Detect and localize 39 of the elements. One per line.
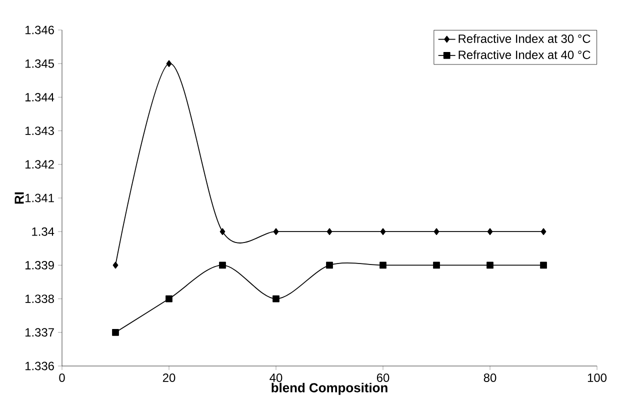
point <box>487 228 493 236</box>
point <box>273 228 279 236</box>
y-tick-label: 1.337 <box>25 328 54 337</box>
point <box>540 262 547 269</box>
y-axis-title: RI <box>14 192 24 204</box>
point <box>326 262 333 269</box>
point <box>433 262 440 269</box>
point <box>166 60 172 68</box>
x-tick-label: 60 <box>376 374 390 382</box>
x-tick-label: 100 <box>588 374 607 382</box>
point <box>219 262 226 269</box>
point <box>166 295 172 302</box>
x-tick-label: 0 <box>59 374 65 382</box>
x-tick-label: 20 <box>162 374 176 382</box>
y-tick-label: 1.341 <box>25 194 54 202</box>
point <box>272 295 280 302</box>
x-tick-label: 80 <box>484 374 496 382</box>
point <box>112 262 118 269</box>
x-axis-title: blend Composition <box>272 382 388 395</box>
point <box>540 228 546 236</box>
y-tick-label: 1.34 <box>32 227 54 236</box>
point <box>380 262 386 269</box>
legend-label: Refractive Index at 30 °C <box>458 34 590 43</box>
y-tick-label: 1.339 <box>25 260 54 270</box>
y-tick-label: 1.344 <box>25 92 54 102</box>
y-tick-label: 1.342 <box>25 160 54 169</box>
legend-label: Refractive Index at 40 °C <box>458 50 590 60</box>
point <box>486 262 494 269</box>
x-tick-label: 40 <box>270 374 282 382</box>
point <box>220 228 226 236</box>
point <box>380 228 386 236</box>
y-tick-label: 1.338 <box>25 294 54 304</box>
point <box>326 228 332 236</box>
y-tick-label: 1.336 <box>25 362 54 370</box>
point <box>434 228 440 236</box>
y-tick-label: 1.346 <box>25 26 54 34</box>
y-tick-label: 1.345 <box>25 59 54 68</box>
y-tick-label: 1.343 <box>25 126 54 136</box>
point <box>112 328 119 336</box>
